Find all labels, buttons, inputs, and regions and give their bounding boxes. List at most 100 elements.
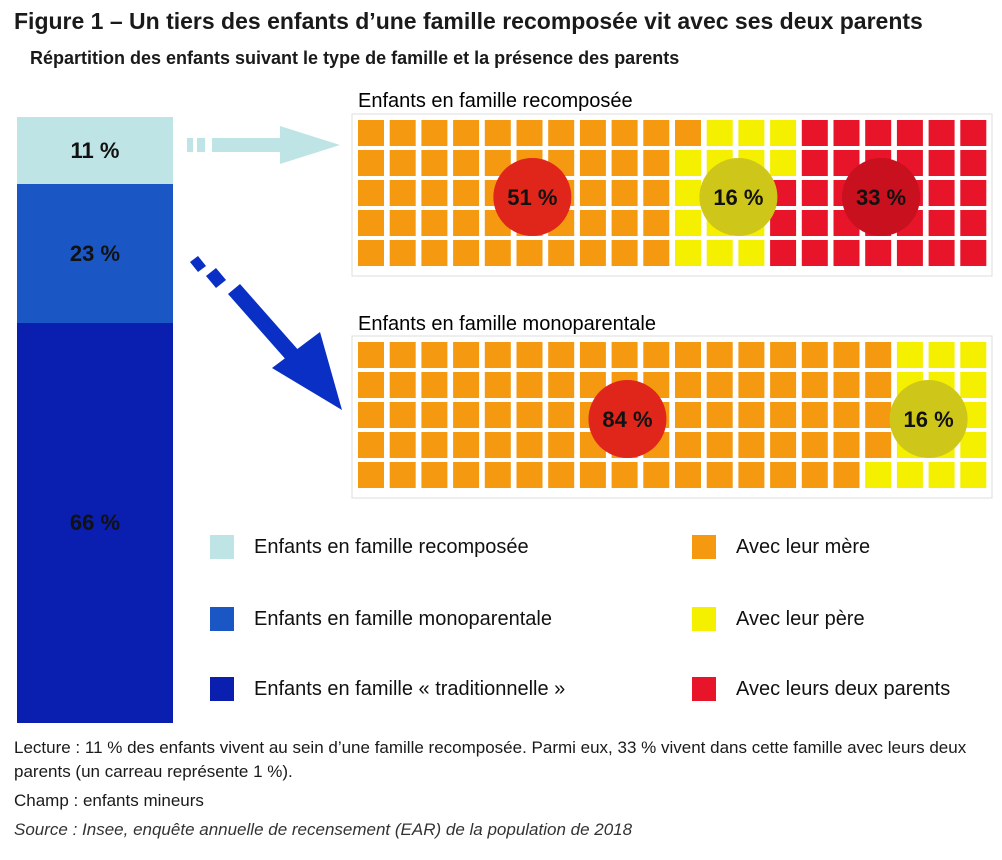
- waffle-cell-avec-leur-mere: [675, 120, 701, 146]
- waffle-cell-avec-leur-mere: [643, 240, 670, 266]
- legend-swatch: [210, 677, 234, 701]
- waffle-cell-avec-leur-pere: [928, 342, 955, 368]
- waffle-cell-avec-leur-mere: [801, 462, 828, 488]
- waffle-cell-avec-leur-pere: [675, 210, 701, 236]
- waffle-cell-avec-leur-mere: [643, 150, 670, 176]
- waffle-cell-avec-leur-mere: [611, 342, 638, 368]
- waffle-cell-avec-leur-mere: [389, 402, 416, 428]
- waffle-cell-avec-leur-mere: [453, 210, 480, 236]
- source-note: Source : Insee, enquête annuelle de rece…: [14, 820, 633, 839]
- waffle-cell-avec-leur-pere: [770, 120, 797, 146]
- waffle-cell-avec-leur-mere: [770, 402, 797, 428]
- waffle-cell-avec-leur-mere: [548, 240, 575, 266]
- legend-label: Avec leur père: [736, 607, 865, 630]
- waffle-cell-avec-leur-mere: [706, 432, 733, 458]
- waffle-charts: 51 % 16 % 33 % 84 % 16 %: [187, 113, 993, 499]
- waffle-cell-avec-leurs-deux-parents: [801, 180, 828, 206]
- value-badge-avec-leur-pere: [889, 380, 968, 458]
- waffle-cell-avec-leurs-deux-parents: [928, 180, 955, 206]
- waffle-cell-avec-leur-mere: [548, 120, 575, 146]
- waffle-cell-avec-leur-mere: [579, 120, 606, 146]
- legend-label: Enfants en famille recomposée: [254, 535, 529, 558]
- waffle-cell-avec-leur-mere: [389, 210, 416, 236]
- arrow-monoparentale: [190, 256, 342, 410]
- waffle-cell-avec-leur-pere: [706, 120, 733, 146]
- legend-label: Enfants en famille « traditionnelle »: [254, 677, 566, 700]
- waffle-cell-avec-leur-mere: [358, 150, 384, 176]
- waffle-cell-avec-leur-mere: [484, 402, 511, 428]
- waffle-cell-avec-leur-mere: [579, 240, 606, 266]
- waffle-title-recomposee: Enfants en famille recomposée: [358, 90, 633, 112]
- champ-note: Champ : enfants mineurs: [14, 791, 204, 810]
- waffle-cell-avec-leur-mere: [421, 150, 448, 176]
- waffle-cell-avec-leurs-deux-parents: [770, 240, 797, 266]
- waffle-cell-avec-leur-mere: [643, 210, 670, 236]
- legend-item-mere: Avec leur mère: [692, 535, 870, 559]
- notes: Lecture : 11 % des enfants vivent au sei…: [14, 736, 989, 847]
- legend-label: Avec leurs deux parents: [736, 677, 951, 700]
- waffle-cell-avec-leur-mere: [611, 120, 638, 146]
- waffle-cell-avec-leur-pere: [675, 180, 701, 206]
- bar-label-monoparentale: 23 %: [69, 240, 121, 266]
- waffle-cell-avec-leur-mere: [421, 342, 448, 368]
- waffle-cell-avec-leur-mere: [389, 180, 416, 206]
- waffle-cell-avec-leur-mere: [358, 180, 384, 206]
- waffle-cell-avec-leur-mere: [801, 372, 828, 398]
- waffle-cell-avec-leur-mere: [865, 402, 892, 428]
- waffle-cell-avec-leur-mere: [421, 402, 448, 428]
- waffle-cell-avec-leur-pere: [770, 150, 797, 176]
- waffle-cell-avec-leur-mere: [706, 372, 733, 398]
- bar-segment-recomposee: 11 %: [17, 117, 173, 184]
- waffle-cell-avec-leur-mere: [611, 240, 638, 266]
- legend-item-monoparentale: Enfants en famille monoparentale: [210, 607, 552, 631]
- waffle-cell-avec-leur-mere: [770, 342, 797, 368]
- waffle-cell-avec-leurs-deux-parents: [865, 120, 892, 146]
- bar-segment-traditionnelle: 66 %: [17, 323, 173, 723]
- waffle-cell-avec-leur-mere: [358, 462, 384, 488]
- legend-item-recomposee: Enfants en famille recomposée: [210, 535, 529, 559]
- waffle-cell-avec-leur-mere: [865, 432, 892, 458]
- waffle-cell-avec-leur-mere: [833, 432, 860, 458]
- waffle-cell-avec-leur-pere: [928, 462, 955, 488]
- waffle-cell-avec-leur-mere: [738, 372, 765, 398]
- waffle-cell-avec-leurs-deux-parents: [960, 120, 987, 146]
- waffle-cell-avec-leur-mere: [611, 150, 638, 176]
- waffle-cell-avec-leur-mere: [579, 180, 606, 206]
- waffle-cell-avec-leur-mere: [484, 462, 511, 488]
- waffle-cell-avec-leur-mere: [484, 372, 511, 398]
- waffle-cell-avec-leur-mere: [389, 120, 416, 146]
- waffle-cell-avec-leur-mere: [579, 462, 606, 488]
- waffle-cell-avec-leur-mere: [833, 402, 860, 428]
- waffle-cell-avec-leur-mere: [643, 462, 670, 488]
- waffle-cell-avec-leur-mere: [548, 342, 575, 368]
- waffle-cell-avec-leur-mere: [770, 432, 797, 458]
- waffle-cell-avec-leur-mere: [516, 462, 543, 488]
- waffle-cell-avec-leur-mere: [421, 120, 448, 146]
- waffle-cell-avec-leur-mere: [516, 372, 543, 398]
- waffle-cell-avec-leur-mere: [516, 342, 543, 368]
- waffle-cell-avec-leur-mere: [548, 402, 575, 428]
- chart-title: Figure 1 – Un tiers des enfants d’une fa…: [14, 8, 923, 34]
- waffle-cell-avec-leur-mere: [453, 342, 480, 368]
- value-label-avec-leur-mere: 84 %: [602, 407, 652, 432]
- waffle-cell-avec-leur-mere: [516, 240, 543, 266]
- waffle-cell-avec-leurs-deux-parents: [960, 210, 987, 236]
- waffle-cell-avec-leur-mere: [801, 402, 828, 428]
- waffle-cell-avec-leurs-deux-parents: [928, 120, 955, 146]
- waffle-cell-avec-leurs-deux-parents: [833, 240, 860, 266]
- waffle-cell-avec-leurs-deux-parents: [801, 240, 828, 266]
- waffle-cell-avec-leur-mere: [421, 210, 448, 236]
- legend-item-pere: Avec leur père: [692, 607, 865, 631]
- waffle-cell-avec-leur-mere: [421, 462, 448, 488]
- waffle-cell-avec-leur-mere: [643, 342, 670, 368]
- waffle-cell-avec-leur-mere: [643, 120, 670, 146]
- waffle-cell-avec-leurs-deux-parents: [833, 120, 860, 146]
- lecture-note: Lecture : 11 % des enfants vivent au sei…: [14, 738, 967, 781]
- waffle-cell-avec-leur-mere: [453, 150, 480, 176]
- waffle-cell-avec-leur-mere: [389, 432, 416, 458]
- waffle-cell-avec-leur-mere: [770, 462, 797, 488]
- bar-label-recomposee: 11 %: [70, 137, 120, 163]
- waffle-cell-avec-leur-pere: [738, 240, 765, 266]
- waffle-cell-avec-leur-mere: [548, 372, 575, 398]
- waffle-cell-avec-leur-pere: [675, 240, 701, 266]
